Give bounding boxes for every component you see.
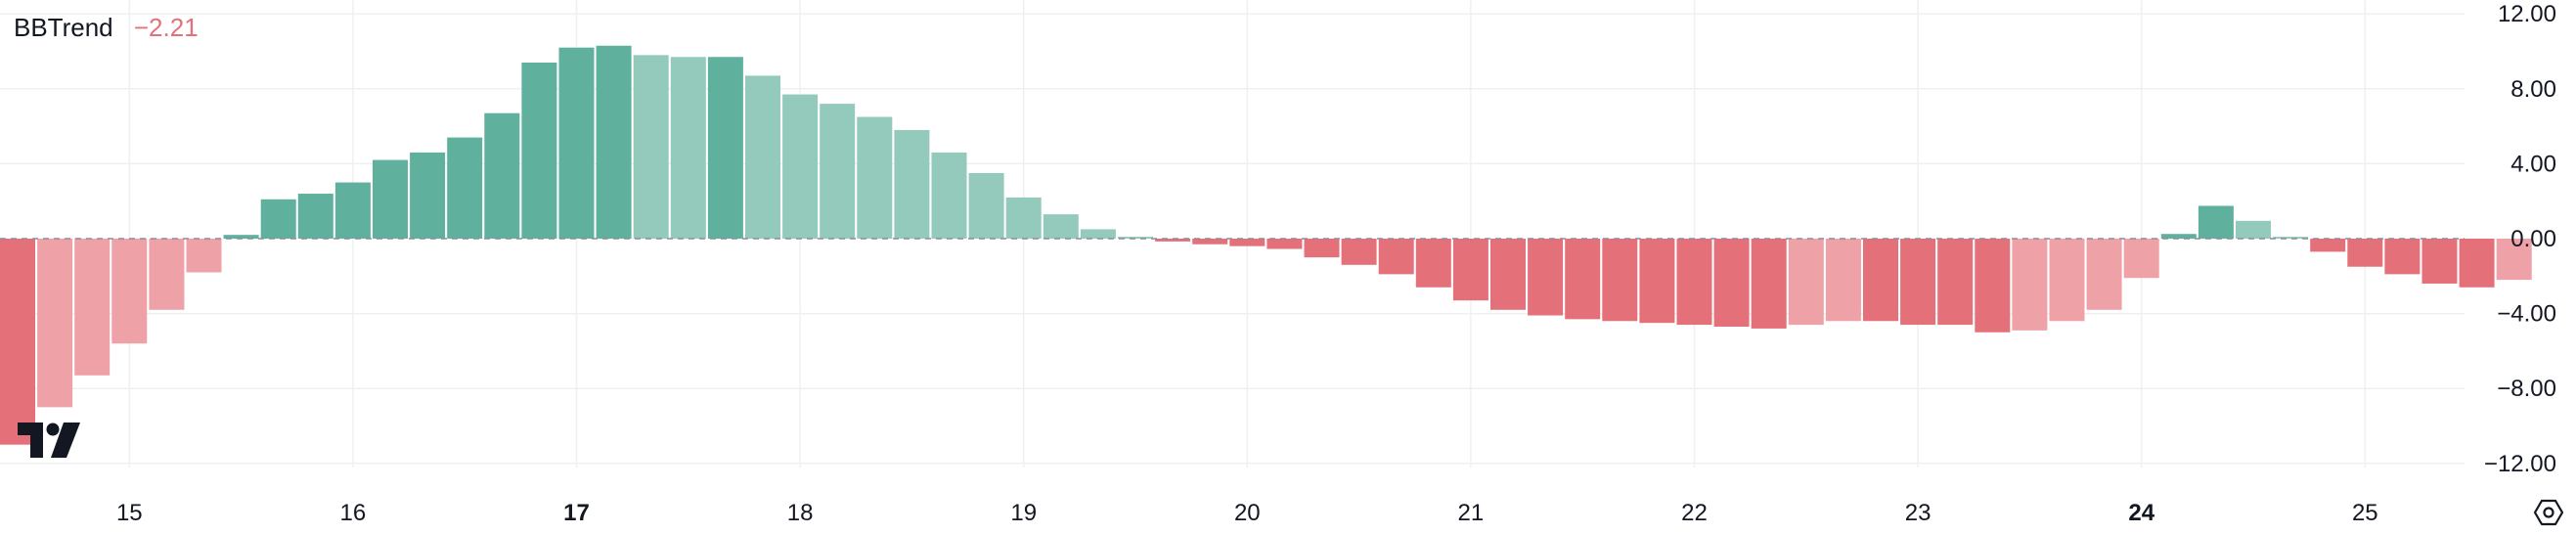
histogram-bar [1378, 239, 1414, 275]
histogram-bar [707, 57, 743, 240]
histogram-bar [2198, 205, 2234, 239]
histogram-bar [1900, 239, 1936, 326]
histogram-bar [782, 94, 819, 239]
histogram-bar [2086, 239, 2122, 310]
histogram-bar [2347, 239, 2383, 267]
histogram-bar [2310, 239, 2346, 252]
histogram-bar [410, 152, 446, 239]
y-tick-label: 8.00 [2510, 76, 2556, 103]
x-axis-ticks: 15 16 17 18 19 20 21 22 23 24 25 [116, 500, 2378, 526]
y-tick-label: −8.00 [2497, 376, 2556, 402]
y-tick-label: 4.00 [2510, 151, 2556, 177]
y-tick-label: −4.00 [2497, 301, 2556, 328]
histogram-bar [223, 235, 259, 239]
histogram-bar [2236, 220, 2271, 239]
x-tick-label: 16 [340, 500, 367, 526]
histogram-bar [2160, 234, 2197, 239]
x-tick-label: 17 [563, 500, 590, 526]
tradingview-logo-icon[interactable] [18, 423, 80, 463]
histogram-bar [1639, 239, 1675, 324]
histogram-bar [2421, 239, 2458, 284]
histogram-bar [1713, 239, 1750, 328]
histogram-bar [633, 55, 669, 239]
histogram-bar [260, 199, 296, 239]
histogram-bar [1192, 239, 1228, 245]
histogram-bar [1975, 239, 2011, 333]
histogram-bar [1266, 239, 1303, 249]
histogram-bar [1751, 239, 1787, 329]
histogram-bar [1452, 239, 1488, 301]
x-tick-label: 24 [2128, 500, 2154, 526]
histogram-bar [1043, 214, 1079, 239]
histogram-bar [2049, 239, 2085, 322]
histogram-bar [521, 62, 557, 239]
histogram-bar [74, 239, 111, 376]
histogram-bar [968, 172, 1004, 239]
histogram-bar [1825, 239, 1861, 322]
x-tick-label: 20 [1234, 500, 1261, 526]
histogram-bar [447, 137, 483, 239]
histogram-bar [2123, 239, 2159, 279]
histogram-bar [1155, 239, 1191, 242]
x-tick-label: 18 [787, 500, 814, 526]
histogram-bar [1937, 239, 1974, 326]
histogram-bar [111, 239, 148, 344]
histogram-bar [670, 57, 706, 240]
histogram-bar [1415, 239, 1451, 288]
histogram-bar [297, 194, 333, 239]
x-tick-label: 25 [2352, 500, 2378, 526]
y-axis-ticks: 12.00 8.00 4.00 0.00 −4.00 −8.00 −12.00 [2484, 1, 2556, 477]
histogram-bar [334, 182, 371, 239]
histogram-bar [2384, 239, 2421, 275]
histogram-bar [186, 239, 222, 273]
indicator-name[interactable]: BBTrend [14, 13, 113, 42]
x-tick-label: 15 [116, 500, 143, 526]
histogram-bar [484, 112, 520, 239]
histogram-bar [2273, 237, 2309, 239]
histogram-bar [1490, 239, 1526, 310]
indicator-legend[interactable]: BBTrend −2.21 [14, 10, 199, 45]
histogram-bars [0, 45, 2532, 445]
histogram-bar [1676, 239, 1712, 326]
histogram-bar [149, 239, 185, 310]
histogram-bar [2496, 239, 2532, 281]
indicator-value: −2.21 [133, 13, 199, 42]
x-tick-label: 19 [1010, 500, 1037, 526]
histogram-bar [596, 45, 632, 239]
histogram-bar [2012, 239, 2048, 331]
histogram-bar [2459, 239, 2495, 288]
histogram-bar [1528, 239, 1564, 316]
histogram-bar [1080, 229, 1116, 239]
x-tick-label: 23 [1905, 500, 1932, 526]
histogram-bar [1602, 239, 1638, 322]
histogram-bar [373, 159, 408, 239]
settings-icon[interactable] [2533, 497, 2564, 533]
histogram-bar [1863, 239, 1898, 322]
histogram-bar [894, 129, 930, 239]
y-tick-label: 12.00 [2498, 1, 2556, 27]
histogram-bar [1229, 239, 1266, 246]
histogram-bar [1341, 239, 1377, 265]
histogram-bar [1565, 239, 1601, 320]
histogram-bar [931, 152, 967, 239]
histogram-bar [558, 47, 595, 239]
y-tick-label: 0.00 [2510, 226, 2556, 252]
histogram-bar [1788, 239, 1824, 326]
histogram-bar [820, 104, 856, 240]
histogram-bar [0, 239, 35, 445]
histogram-bar [1005, 197, 1042, 239]
x-tick-label: 21 [1458, 500, 1485, 526]
histogram-bar [1118, 237, 1153, 239]
histogram-bar [1304, 239, 1340, 258]
histogram-bar [857, 116, 893, 239]
y-tick-label: −12.00 [2484, 451, 2556, 477]
histogram-bar [37, 239, 73, 408]
x-tick-label: 22 [1681, 500, 1708, 526]
histogram-bar [745, 75, 780, 240]
